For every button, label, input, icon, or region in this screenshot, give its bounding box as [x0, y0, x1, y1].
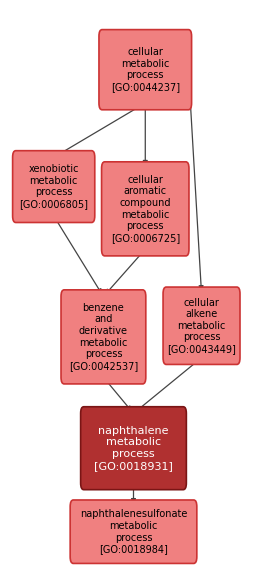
FancyBboxPatch shape	[81, 407, 186, 490]
FancyBboxPatch shape	[99, 30, 192, 110]
FancyBboxPatch shape	[101, 162, 189, 256]
Text: naphthalene
metabolic
process
[GO:0018931]: naphthalene metabolic process [GO:001893…	[94, 426, 173, 471]
FancyBboxPatch shape	[13, 151, 95, 223]
Text: cellular
alkene
metabolic
process
[GO:0043449]: cellular alkene metabolic process [GO:00…	[167, 298, 236, 354]
Text: benzene
and
derivative
metabolic
process
[GO:0042537]: benzene and derivative metabolic process…	[69, 303, 138, 371]
FancyBboxPatch shape	[163, 287, 240, 365]
FancyBboxPatch shape	[70, 500, 197, 563]
Text: cellular
aromatic
compound
metabolic
process
[GO:0006725]: cellular aromatic compound metabolic pro…	[111, 175, 180, 243]
Text: cellular
metabolic
process
[GO:0044237]: cellular metabolic process [GO:0044237]	[111, 47, 180, 92]
Text: naphthalenesulfonate
metabolic
process
[GO:0018984]: naphthalenesulfonate metabolic process […	[80, 509, 187, 554]
FancyBboxPatch shape	[61, 290, 146, 384]
Text: xenobiotic
metabolic
process
[GO:0006805]: xenobiotic metabolic process [GO:0006805…	[19, 164, 88, 209]
